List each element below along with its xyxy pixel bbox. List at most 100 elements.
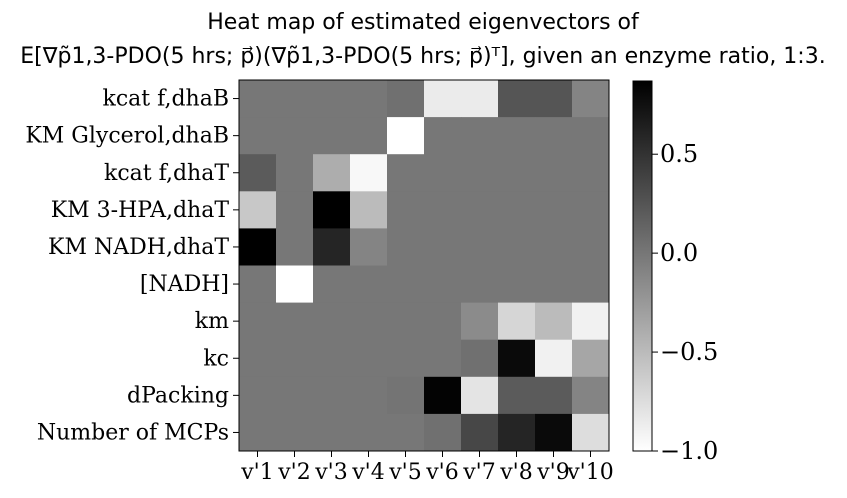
plot-frame (238, 79, 610, 452)
heatmap-cell (498, 191, 536, 229)
heatmap-cell (276, 80, 314, 118)
y-tick-label: kcat f,dhaB (103, 87, 230, 112)
heatmap-cell (387, 80, 425, 118)
heatmap-cell (276, 117, 314, 155)
heatmap-cell (313, 154, 351, 192)
heatmap-cell (461, 376, 499, 415)
heatmap-cell (498, 302, 536, 341)
heatmap-cell (387, 154, 425, 192)
heatmap-cell (535, 339, 573, 378)
heatmap-cell (498, 413, 536, 452)
heatmap-cell (387, 228, 425, 266)
heatmap-cell (276, 302, 314, 341)
heatmap-cell (535, 154, 573, 192)
heatmap-cell (572, 265, 610, 303)
heatmap-cell (424, 302, 462, 341)
heatmap-cell (498, 154, 536, 192)
y-tick-label: KM Glycerol,dhaB (25, 124, 229, 149)
colorbar: 0.5 0.0 −0.5 −1.0 (632, 80, 718, 465)
heatmap-cell (276, 154, 314, 192)
y-tick-label: kc (203, 346, 229, 371)
heatmap-cell (387, 302, 425, 341)
heatmap-cell (387, 339, 425, 378)
heatmap-cell (572, 191, 610, 229)
heatmap-cell (350, 117, 388, 155)
heatmap-cell (276, 191, 314, 229)
heatmap-cell (350, 154, 388, 192)
heatmap-cell (498, 228, 536, 266)
heatmap-cell (535, 117, 573, 155)
heatmap-cell (572, 376, 610, 415)
y-tick-label: KM NADH,dhaT (48, 235, 229, 260)
heatmap-cell (313, 376, 351, 415)
heatmap-cell (424, 117, 462, 155)
heatmap-cell (276, 339, 314, 378)
heatmap-cell (572, 154, 610, 192)
chart-title: Heat map of estimated eigenvectors of E[… (20, 10, 825, 69)
heatmap-cell (239, 117, 277, 155)
y-tick-label: km (195, 309, 229, 334)
heatmap-cell (239, 80, 277, 118)
heatmap-cell (239, 339, 277, 378)
colorbar-tick-label: −1.0 (660, 437, 718, 465)
heatmap-cell (535, 302, 573, 341)
x-tick-label: v'9 (536, 460, 569, 485)
heatmap-cell (313, 302, 351, 341)
heatmap-cell (424, 339, 462, 378)
heatmap-cell (572, 339, 610, 378)
y-tick-label: KM 3-HPA,dhaT (51, 198, 230, 223)
heatmap-cell (498, 376, 536, 415)
heatmap-cell (350, 228, 388, 266)
heatmap-cell (424, 376, 462, 415)
heatmap-cell (498, 80, 536, 118)
heatmap-cell (313, 191, 351, 229)
y-tick-label: [NADH] (140, 272, 229, 297)
heatmap-cell (239, 302, 277, 341)
heatmap-cell (313, 413, 351, 452)
heatmap-cell (350, 191, 388, 229)
heatmap-cell (350, 376, 388, 415)
x-tick-label: v'2 (277, 460, 310, 485)
heatmap-cell (572, 228, 610, 266)
heatmap-cell (313, 80, 351, 118)
heatmap-cell (424, 265, 462, 303)
heatmap-cell (276, 413, 314, 452)
heatmap-cell (239, 191, 277, 229)
heatmap-cell (461, 302, 499, 341)
y-axis: kcat f,dhaB KM Glycerol,dhaB kcat f,dhaT KM… (25, 87, 239, 445)
heatmap-cell (239, 413, 277, 452)
heatmap-cell (461, 265, 499, 303)
heatmap-cell (572, 413, 610, 452)
colorbar-gradient (632, 80, 653, 452)
heatmap-cell (572, 117, 610, 155)
heatmap-cell (239, 265, 277, 303)
heatmap-cells (239, 80, 610, 452)
heatmap-cell (424, 191, 462, 229)
colorbar-tick-label: −0.5 (660, 338, 718, 366)
heatmap-cell (424, 80, 462, 118)
heatmap-cell (498, 265, 536, 303)
colorbar-tick-label: 0.0 (660, 239, 698, 267)
heatmap-cell (572, 80, 610, 118)
heatmap-cell (461, 413, 499, 452)
heatmap-cell (350, 265, 388, 303)
heatmap-cell (424, 413, 462, 452)
x-tick-label: v'6 (425, 460, 458, 485)
heatmap-cell (461, 117, 499, 155)
heatmap-cell (313, 228, 351, 266)
colorbar-tick-label: 0.5 (660, 140, 698, 168)
heatmap-cell (387, 265, 425, 303)
heatmap-cell (498, 117, 536, 155)
x-tick-label: v'7 (462, 460, 495, 485)
heatmap-cell (387, 191, 425, 229)
heatmap-cell (276, 376, 314, 415)
x-tick-label: v'4 (351, 460, 384, 485)
heatmap-cell (535, 413, 573, 452)
heatmap-cell (424, 228, 462, 266)
heatmap-cell (461, 339, 499, 378)
heatmap-cell (350, 339, 388, 378)
heatmap-cell (350, 302, 388, 341)
x-tick-label: v'5 (388, 460, 421, 485)
heatmap-cell (535, 191, 573, 229)
heatmap-cell (387, 376, 425, 415)
